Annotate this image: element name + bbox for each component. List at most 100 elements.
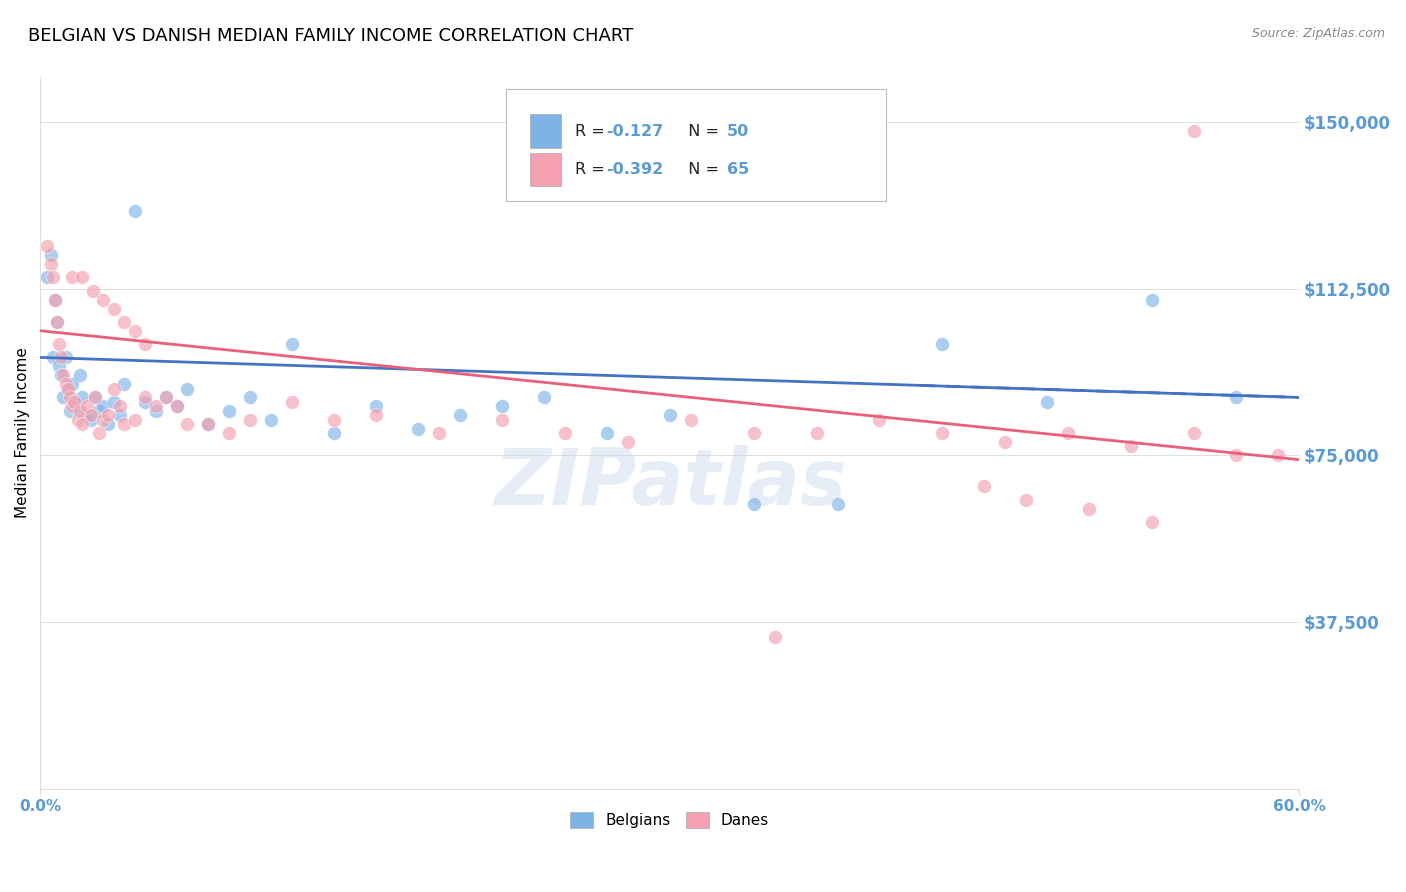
Text: ZIPatlas: ZIPatlas	[494, 445, 846, 521]
Point	[145, 403, 167, 417]
Point	[1140, 515, 1163, 529]
Point	[76, 400, 98, 414]
Point	[134, 337, 156, 351]
Point	[124, 203, 146, 218]
Point	[51, 368, 73, 383]
Point	[112, 377, 135, 392]
Point	[1078, 501, 1101, 516]
Point	[48, 337, 70, 351]
Text: Source: ZipAtlas.com: Source: ZipAtlas.com	[1251, 27, 1385, 40]
Text: -0.127: -0.127	[606, 124, 664, 138]
Point	[42, 351, 65, 365]
Point	[806, 425, 828, 440]
Point	[239, 412, 262, 426]
Text: R =: R =	[575, 162, 610, 177]
Point	[103, 395, 125, 409]
Point	[44, 293, 66, 307]
Point	[1015, 492, 1038, 507]
Point	[679, 412, 702, 426]
Point	[658, 408, 681, 422]
Point	[1036, 395, 1059, 409]
Point	[52, 368, 75, 383]
Point	[48, 359, 70, 374]
Point	[1225, 391, 1247, 405]
Point	[931, 337, 953, 351]
Point	[124, 324, 146, 338]
Text: R =: R =	[575, 124, 610, 138]
Point	[76, 408, 98, 422]
Point	[827, 497, 849, 511]
Point	[93, 400, 115, 414]
Point	[554, 425, 576, 440]
Point	[96, 408, 118, 422]
Point	[35, 239, 58, 253]
Text: 50: 50	[727, 124, 749, 138]
Point	[89, 403, 111, 417]
Point	[80, 408, 103, 422]
Point	[112, 315, 135, 329]
Y-axis label: Median Family Income: Median Family Income	[15, 348, 30, 518]
Point	[82, 284, 104, 298]
Point	[197, 417, 219, 431]
Point	[72, 391, 94, 405]
Point	[323, 425, 346, 440]
Point	[72, 417, 94, 431]
Point	[59, 391, 82, 405]
Point	[1140, 293, 1163, 307]
Point	[93, 412, 115, 426]
Point	[533, 391, 555, 405]
Point	[218, 403, 240, 417]
Point	[69, 403, 91, 417]
Point	[46, 315, 69, 329]
Point	[994, 434, 1017, 449]
Point	[155, 391, 177, 405]
Point	[197, 417, 219, 431]
Point	[67, 412, 90, 426]
Point	[44, 293, 66, 307]
Point	[1267, 448, 1289, 462]
Point	[491, 400, 513, 414]
Point	[364, 408, 387, 422]
Point	[145, 400, 167, 414]
Point	[103, 382, 125, 396]
Point	[742, 497, 765, 511]
Text: BELGIAN VS DANISH MEDIAN FAMILY INCOME CORRELATION CHART: BELGIAN VS DANISH MEDIAN FAMILY INCOME C…	[28, 27, 633, 45]
Point	[52, 391, 75, 405]
Text: 65: 65	[727, 162, 749, 177]
Point	[616, 434, 638, 449]
Point	[166, 400, 188, 414]
Point	[35, 270, 58, 285]
Point	[55, 377, 77, 392]
Point	[218, 425, 240, 440]
Point	[39, 257, 62, 271]
Point	[72, 270, 94, 285]
Point	[176, 417, 198, 431]
Point	[124, 412, 146, 426]
Point	[1057, 425, 1080, 440]
Point	[281, 337, 304, 351]
Point	[84, 391, 107, 405]
Point	[96, 417, 118, 431]
Point	[973, 479, 995, 493]
Text: N =: N =	[678, 162, 724, 177]
Point	[42, 270, 65, 285]
Point	[1225, 448, 1247, 462]
Point	[108, 400, 131, 414]
Point	[166, 400, 188, 414]
Point	[134, 391, 156, 405]
Point	[89, 425, 111, 440]
Point	[39, 248, 62, 262]
Legend: Belgians, Danes: Belgians, Danes	[564, 806, 775, 834]
Point	[63, 395, 86, 409]
Point	[84, 391, 107, 405]
Point	[491, 412, 513, 426]
Point	[59, 403, 82, 417]
Point	[103, 301, 125, 316]
Point	[931, 425, 953, 440]
Point	[155, 391, 177, 405]
Point	[281, 395, 304, 409]
Point	[67, 403, 90, 417]
Point	[93, 293, 115, 307]
Point	[427, 425, 450, 440]
Point	[56, 382, 79, 396]
